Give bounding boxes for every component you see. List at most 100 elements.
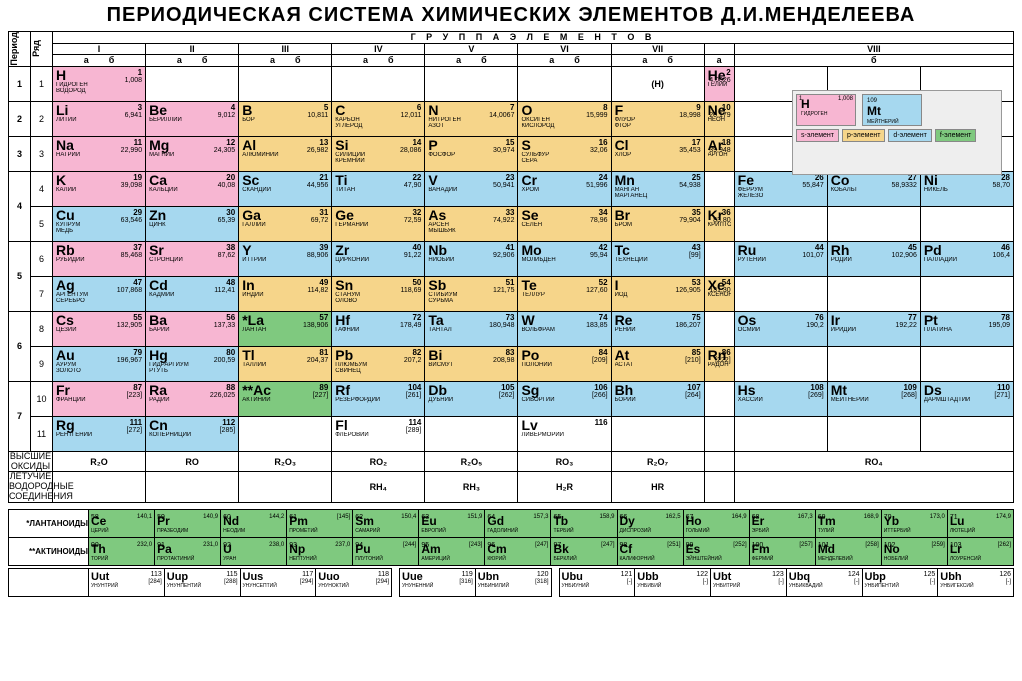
element-cell: 70173,0YbИТТЕРБИЙ (882, 513, 947, 535)
element-cell: Tl81204,37ТАЛЛИЙ (239, 347, 331, 381)
unnamed-table: Uut113[284]УНУНТРИЙUup115[288]УНУНПЕНТИЙ… (8, 568, 1014, 597)
element-cell: Li36,941ЛИТИЙ (53, 102, 145, 136)
element-cell: Ds110[271]ДАРМШТАДТИЙ (921, 382, 1013, 416)
element-cell: At85[210]АСТАТ (612, 347, 704, 381)
element-cell: 58140,1CeЦЕРИЙ (89, 513, 154, 535)
element-cell: Ubb122[-]УНБИБИЙ (635, 570, 710, 596)
lanthanide-table: *ЛАНТАНОИДЫ58140,1CeЦЕРИЙ59140,9PrПРАЗЕО… (8, 509, 1014, 566)
element-cell: Ne1020,179НЕОН (705, 102, 734, 136)
element-cell: Ga3169,72ГАЛЛИЙ (239, 207, 331, 241)
element-cell: 96[247]CmКЮРИЙ (485, 541, 550, 563)
element-cell: Ca2040,08КАЛЬЦИЙ (146, 172, 238, 206)
element-cell: Rh45102,906РОДИЙ (828, 242, 920, 276)
element-cell: Uup115[288]УНУНПЕНТИЙ (165, 570, 240, 596)
element-cell: Cd48112,41КАДМИЙ (146, 277, 238, 311)
element-cell: Os76190,2ОСМИЙ (735, 312, 827, 346)
element-cell: Ta73180,948ТАНТАЛ (425, 312, 517, 346)
element-cell: 103[262]LrЛОУРЕНСИЙ (948, 541, 1013, 563)
element-cell: Sr3887,62СТРОНЦИЙ (146, 242, 238, 276)
element-cell: N714,0067НИТРОГЕНАЗОТ (425, 102, 517, 136)
element-cell: Re75186,207РЕНИЙ (612, 312, 704, 346)
element-cell: 90232,0ThТОРИЙ (89, 541, 154, 563)
element-cell: 66162,5DyДИСПРОЗИЙ (618, 513, 683, 535)
element-cell: P1530,974ФОСФОР (425, 137, 517, 171)
element-cell: Te52127,60ТЕЛЛУР (518, 277, 610, 311)
element-cell: Uue119[316]УНУНЕННИЙ (400, 570, 475, 596)
element-cell: Lv116ЛИВЕРМОРИЙ (518, 417, 610, 451)
element-cell: Rf104[261]РЕЗЕРФОРДИЙ (332, 382, 424, 416)
element-cell: Mn2554,938МАНГАНМАРГАНЕЦ (612, 172, 704, 206)
element-cell: Sn50118,69СТАНУМОЛОВО (332, 277, 424, 311)
element-cell: In49114,82ИНДИЙ (239, 277, 331, 311)
element-cell: C612,011КАРБОНУГЛЕРОД (332, 102, 424, 136)
element-cell: Zr4091,22ЦИРКОНИЙ (332, 242, 424, 276)
element-cell: 69168,9TmТУЛИЙ (816, 513, 881, 535)
element-cell: Be49,012БЕРИЛЛИЙ (146, 102, 238, 136)
element-cell: 91231,0PaПРОТАКТИНИЙ (155, 541, 220, 563)
element-cell: Si1428,086СИЛИЦИЙКРЕМНИЙ (332, 137, 424, 171)
element-cell: Uuo118[294]УНУНОКТИЙ (316, 570, 391, 596)
element-cell: 68167,3ErЭРБИЙ (750, 513, 815, 535)
element-cell: H11,008ГИДРОГЕНВОДОРОД (53, 67, 145, 101)
element-cell: Db105[262]ДУБНИЙ (425, 382, 517, 416)
element-cell: Mt109[268]МЕЙТНЕРИЙ (828, 382, 920, 416)
element-cell: Fe2655,847ФЕРРУМЖЕЛЕЗО (735, 172, 827, 206)
element-cell: Fr87[223]ФРАНЦИЙ (53, 382, 145, 416)
element-cell: Cu2963,546КУПРУММЕДЬ (53, 207, 145, 241)
element-cell: Ni2858,70НИКЕЛЬ (921, 172, 1013, 206)
element-cell: W74183,85ВОЛЬФРАМ (518, 312, 610, 346)
element-cell: S1632,06СУЛЬФУРСЕРА (518, 137, 610, 171)
element-cell: 60144,2NdНЕОДИМ (221, 513, 286, 535)
element-cell: Se3478,96СЕЛЕН (518, 207, 610, 241)
element-cell: Cl1735,453ХЛОР (612, 137, 704, 171)
element-cell: Ra88226,025РАДИЙ (146, 382, 238, 416)
element-cell: Y3988,906ИТТРИЙ (239, 242, 331, 276)
element-cell: Au79196,967АУРУМЗОЛОТО (53, 347, 145, 381)
element-cell: Uut113[284]УНУНТРИЙ (89, 570, 164, 596)
element-cell: Mg1224,305МАГНИЙ (146, 137, 238, 171)
element-cell: Ubn120[318]УНБИНИЛИЙ (476, 570, 551, 596)
element-cell: Ti2247,90ТИТАН (332, 172, 424, 206)
element-cell: Br3579,904БРОМ (612, 207, 704, 241)
element-cell: 98[251]CfКАЛИФОРНИЙ (618, 541, 683, 563)
element-cell: Ubh126[-]УНБИГЕКСИЙ (938, 570, 1013, 596)
element-cell: Sc2144,956СКАНДИЙ (239, 172, 331, 206)
element-cell: Cr2451,996ХРОМ (518, 172, 610, 206)
element-cell: Uus117[294]УНУНСЕПТИЙ (241, 570, 316, 596)
element-cell: Xe54131,30КСЕНОН (705, 277, 734, 311)
element-cell: Al1326,982АЛЮМИНИЙ (239, 137, 331, 171)
element-cell: Ge3272,59ГЕРМАНИЙ (332, 207, 424, 241)
element-cell: **Ac89[227]АКТИНИЙ (239, 382, 331, 416)
element-cell: Pt78195,09ПЛАТИНА (921, 312, 1013, 346)
element-cell: Rg111[272]РЕНТГЕНИЙ (53, 417, 145, 451)
element-cell: 92238,0UУРАН (221, 541, 286, 563)
element-cell: 71174,9LuЛЮТЕЦИЙ (948, 513, 1013, 535)
page-title: ПЕРИОДИЧЕСКАЯ СИСТЕМА ХИМИЧЕСКИХ ЭЛЕМЕНТ… (8, 0, 1014, 31)
element-cell: Bi83208,98ВИСМУТ (425, 347, 517, 381)
element-cell: Rn86[222]РАДОН (705, 347, 734, 381)
element-cell: Hg80200,59ГИДРАРГИУМРТУТЬ (146, 347, 238, 381)
element-cell: Tc43[99]ТЕХНЕЦИЙ (612, 242, 704, 276)
element-cell: 93237,0NpНЕПТУНИЙ (287, 541, 352, 563)
element-cell: Ir77192,22ИРИДИЙ (828, 312, 920, 346)
element-cell: O815,999ОКСИГЕНКИСЛОРОД (518, 102, 610, 136)
element-cell: 95[243]AmАМЕРИЦИЙ (419, 541, 484, 563)
element-cell: Bh107[264]БОРИЙ (612, 382, 704, 416)
element-cell: Ba56137,33БАРИЙ (146, 312, 238, 346)
element-cell: Po84[209]ПОЛОНИЙ (518, 347, 610, 381)
element-cell: 62150,4SmСАМАРИЙ (353, 513, 418, 535)
element-cell: Hf72178,49ГАФНИЙ (332, 312, 424, 346)
element-cell: *La57138,906ЛАНТАН (239, 312, 331, 346)
element-cell: Cs55132,905ЦЕЗИЙ (53, 312, 145, 346)
element-cell: Ubu121[-]УНБИУНИЙ (560, 570, 635, 596)
element-cell: Nb4192,906НИОБИЙ (425, 242, 517, 276)
element-cell: Cn112[285]КОПЕРНИЦИЙ (146, 417, 238, 451)
element-cell: I53126,905ЙОД (612, 277, 704, 311)
element-cell: Ubq124[-]УНБИКВАДИЙ (787, 570, 862, 596)
element-cell: Pb82207,2ПЛЮМБУМСВИНЕЦ (332, 347, 424, 381)
element-cell: 59140,9PrПРАЗЕОДИМ (155, 513, 220, 535)
element-cell: Pd46106,4ПАЛЛАДИЙ (921, 242, 1013, 276)
element-cell: 94[244]PuПЛУТОНИЙ (353, 541, 418, 563)
element-cell: He24,0026ГЕЛИЙ (705, 67, 734, 101)
element-cell: Hs108[269]ХАССИЙ (735, 382, 827, 416)
